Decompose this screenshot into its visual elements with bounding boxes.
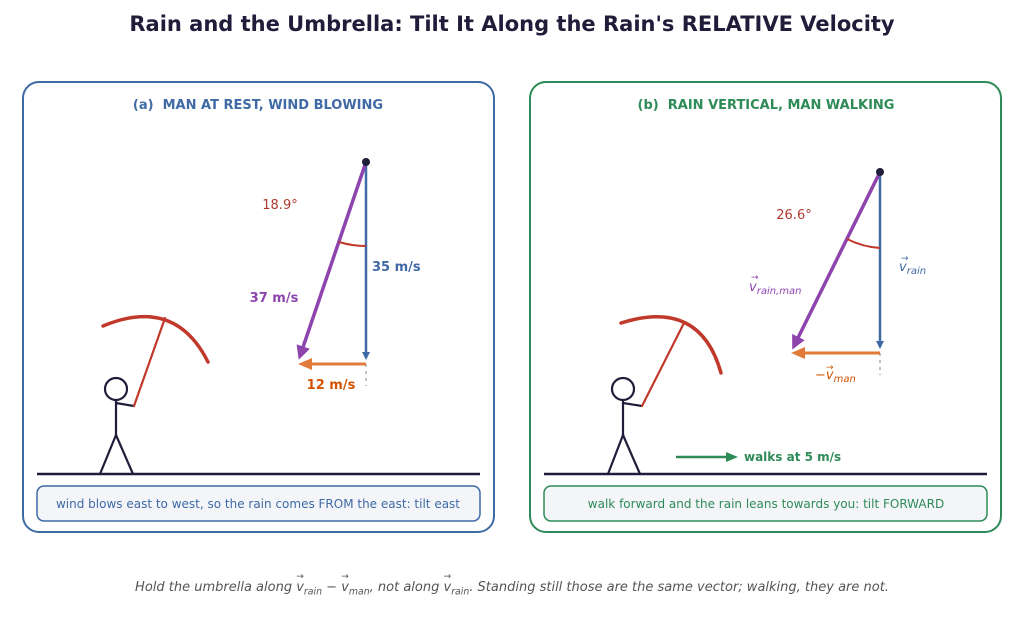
panel-b-figure-leg-right — [621, 433, 642, 476]
panel-a-angle-arc — [338, 241, 367, 247]
panel-b-resultant-label: → vrain,man — [749, 273, 801, 297]
panel-b-heading: (b) RAIN VERTICAL, MAN WALKING — [638, 98, 895, 113]
panel-b-resultant-vector — [792, 171, 882, 350]
svg-text:vrain: vrain — [899, 260, 926, 277]
panel-b-figure-leg-left — [606, 433, 625, 476]
caption-vector-1: v — [296, 573, 304, 595]
panel-b-stick-figure — [606, 376, 644, 476]
panel-b-umbrella-handle — [640, 321, 686, 408]
panel-a-vertical-label: 35 m/s — [372, 260, 421, 275]
panel-a-figure-leg-left — [98, 433, 118, 476]
caption-vector-2: v — [341, 573, 349, 595]
panel-a-horizontal-label: 12 m/s — [307, 378, 356, 393]
panel-b-vertical-label: → vrain — [899, 254, 926, 277]
panel-a-figure-arm — [114, 401, 136, 408]
panel-b-vertical-sub: rain — [907, 266, 926, 277]
caption-sub-2: man — [348, 586, 370, 598]
svg-text:vrain,man: vrain,man — [749, 280, 801, 297]
panel-b-note: walk forward and the rain leans towards … — [588, 497, 944, 511]
panel-b-horizontal-label: → −vman — [815, 363, 856, 385]
panel-b-figure-arm — [621, 401, 644, 408]
panel-b-horizontal-v: v — [826, 368, 834, 383]
panel-b-resultant-sub: rain,man — [757, 286, 802, 297]
panel-b-resultant-arrow-accent: → — [751, 273, 759, 283]
panel-a-umbrella-handle — [132, 316, 167, 408]
panel-b-walk-label: walks at 5 m/s — [744, 450, 841, 464]
panel-a-resultant-label: 37 m/s — [250, 291, 299, 306]
panel-b-origin-dot — [876, 168, 884, 176]
caption-sub-3: rain — [451, 586, 470, 598]
panel-a-resultant-vector — [296, 161, 368, 360]
panel-b-vertical-v: v — [899, 260, 907, 275]
panel-a-frame — [22, 81, 495, 533]
caption-minus: − — [322, 580, 342, 595]
panel-a-note-box — [36, 485, 481, 522]
caption: Hold the umbrella along vrain − vman, no… — [0, 573, 1024, 598]
panel-b-figure-head — [610, 376, 636, 402]
panel-b-angle-label: 26.6° — [776, 208, 811, 223]
panel-b-umbrella — [619, 315, 723, 408]
panel-a-figure-head — [103, 376, 129, 402]
panel-a-note: wind blows east to west, so the rain com… — [56, 497, 460, 511]
panel-a: (a) MAN AT REST, WIND BLOWING 18.9° 37 m… — [22, 81, 495, 533]
panel-b-umbrella-canopy — [619, 315, 723, 375]
panel-a-stick-figure — [98, 376, 136, 476]
page-title: Rain and the Umbrella: Tilt It Along the… — [129, 12, 895, 36]
caption-part-1: Hold the umbrella along — [135, 580, 297, 595]
svg-text:−vman: −vman — [815, 368, 856, 385]
panel-a-heading: (a) MAN AT REST, WIND BLOWING — [133, 98, 383, 113]
panel-b-note-box — [543, 485, 988, 522]
caption-part-3: . Standing still those are the same vect… — [469, 580, 889, 595]
panel-b-angle-arc — [846, 238, 881, 249]
panel-a-origin-dot — [362, 158, 370, 166]
panel-a-umbrella — [101, 314, 210, 408]
panel-b-vertical-arrow-accent: → — [901, 254, 909, 264]
panel-a-umbrella-canopy — [101, 314, 210, 364]
caption-vector-3: v — [443, 573, 451, 595]
panel-b-horizontal-prefix: − — [815, 368, 826, 383]
panel-b-resultant-v: v — [749, 280, 757, 295]
panel-b-horizontal-sub: man — [834, 374, 856, 385]
panel-b: (b) RAIN VERTICAL, MAN WALKING walks at … — [529, 81, 1002, 533]
panel-b-horizontal-arrow-accent: → — [826, 363, 834, 373]
panel-a-figure-leg-right — [114, 433, 135, 476]
caption-part-2: , not along — [369, 580, 444, 595]
panel-a-angle-label: 18.9° — [262, 198, 297, 213]
panel-b-frame — [529, 81, 1002, 533]
caption-sub-1: rain — [303, 586, 323, 598]
